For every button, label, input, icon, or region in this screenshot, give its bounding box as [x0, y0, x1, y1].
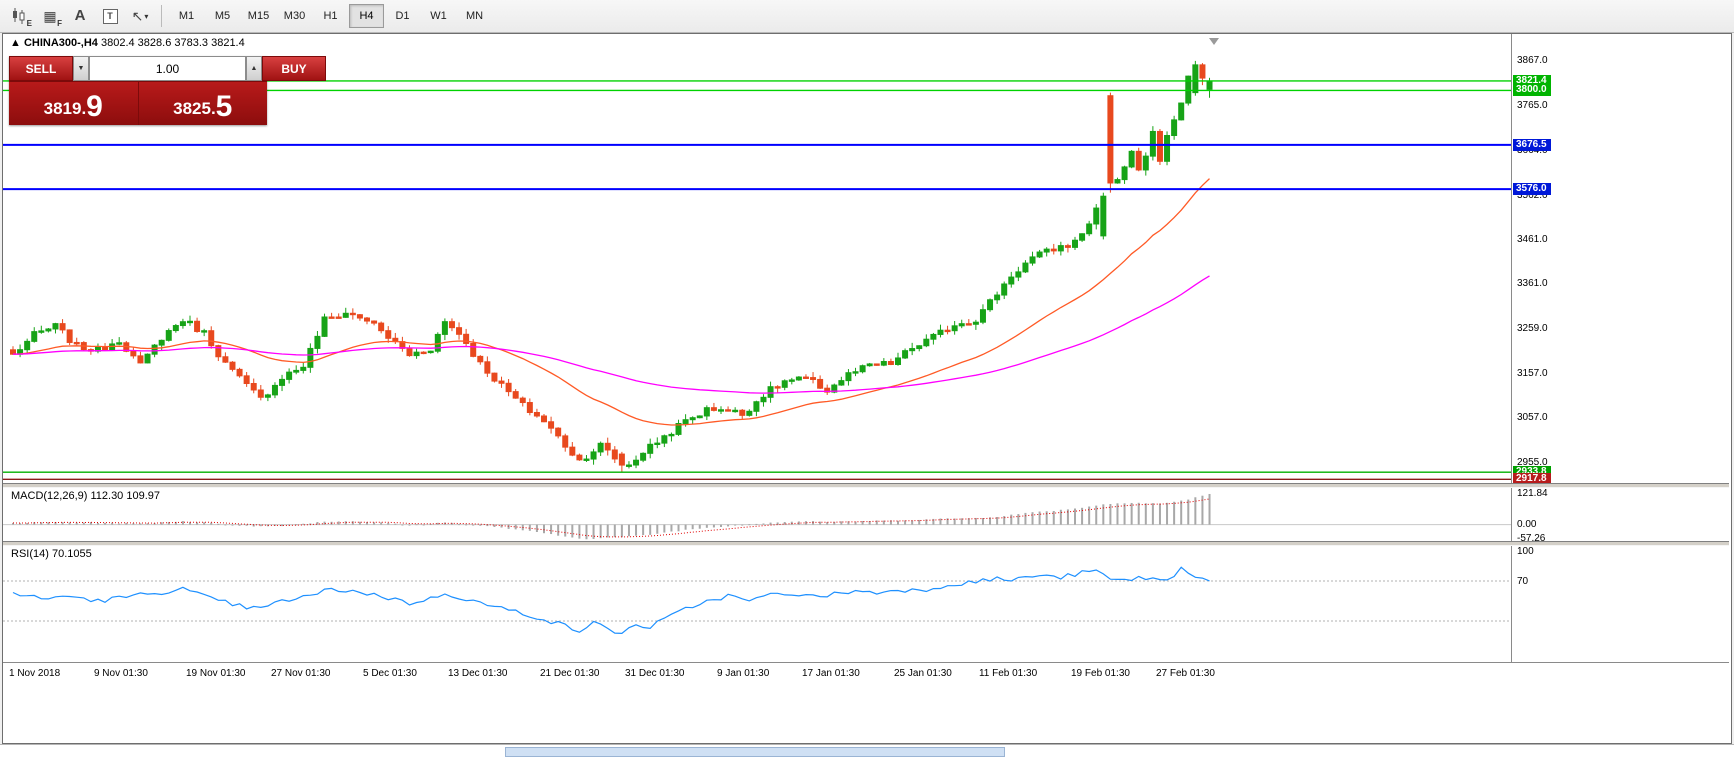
mini-candles-glyph	[13, 8, 25, 24]
chart-plot-area[interactable]	[3, 34, 1511, 662]
rsi-tick: 100	[1517, 545, 1534, 557]
trade-panel-top-row: SELL ▼ ▲ BUY	[9, 56, 326, 81]
chevron-down-icon: ▾	[144, 11, 149, 21]
bid-price-pips: 9	[86, 90, 103, 123]
chart-window: ▲ CHINA300-,H4 3802.4 3828.6 3783.3 3821…	[2, 33, 1732, 744]
time-label: 9 Jan 01:30	[717, 668, 770, 679]
volume-decrease-button[interactable]: ▼	[73, 56, 89, 81]
one-click-trade-panel: SELL ▼ ▲ BUY 3819. 9 3825. 5	[9, 56, 326, 125]
time-label: 5 Dec 01:30	[363, 668, 417, 679]
cursor-glyph: ↖	[131, 8, 144, 24]
price-badge: 2917.8	[1513, 473, 1551, 486]
price-tick: 3157.0	[1517, 368, 1548, 380]
price-tick: 2955.0	[1517, 457, 1548, 469]
trade-panel-price-row: 3819. 9 3825. 5	[9, 81, 267, 125]
timeframe-h4[interactable]: H4	[349, 4, 384, 28]
letter-t-glyph: T	[102, 8, 118, 24]
chart-canvas[interactable]	[3, 34, 1511, 662]
price-badge: 3821.4	[1513, 74, 1551, 87]
timeframe-h1[interactable]: H1	[323, 10, 338, 22]
symbol-period-label: CHINA300-,H4	[23, 37, 98, 49]
time-label: 1 Nov 2018	[9, 668, 61, 679]
macd-tick: -57.26	[1517, 533, 1546, 545]
price-axis[interactable]: 3867.03765.03664.03562.03461.03361.03259…	[1511, 34, 1574, 662]
timeframe-w1[interactable]: W1	[430, 10, 447, 22]
macd-tick: 0.00	[1517, 519, 1537, 531]
panel-divider-rsi[interactable]	[3, 541, 1729, 546]
time-label: 25 Jan 01:30	[894, 668, 952, 679]
sell-button[interactable]: SELL	[9, 56, 73, 81]
time-label: 17 Jan 01:30	[801, 668, 860, 679]
time-axis[interactable]: 1 Nov 2018 9 Nov 01:30 19 Nov 01:30 27 Nov …	[3, 662, 1729, 687]
volume-increase-button[interactable]: ▲	[246, 56, 262, 81]
timeframe-mn[interactable]: MN	[465, 10, 484, 22]
timeframe-m30[interactable]: M30	[283, 10, 306, 22]
expert-letter: E	[26, 19, 32, 28]
time-label: 31 Dec 01:30	[624, 668, 685, 679]
ask-price-main: 3825.	[173, 99, 216, 118]
macd-tick: 121.84	[1517, 488, 1548, 500]
price-tick: 3259.0	[1517, 323, 1548, 335]
bid-price-main: 3819.	[43, 99, 87, 118]
chart-header: ▲ CHINA300-,H4 3802.4 3828.6 3783.3 3821…	[10, 37, 245, 49]
timeframe-bar: M1 M5 M15 M30 H1 H4 D1 W1 MN	[169, 4, 493, 28]
price-tick: 3361.0	[1517, 278, 1548, 290]
time-label: 11 Feb 01:30	[978, 668, 1038, 679]
time-label: 19 Feb 01:30	[1071, 668, 1130, 679]
grid-glyph: ▦	[43, 8, 57, 24]
chart-shift-marker[interactable]	[1209, 38, 1219, 45]
timeframe-d1[interactable]: D1	[395, 10, 410, 22]
price-badge: 3676.5	[1513, 138, 1551, 151]
timeframe-m5[interactable]: M5	[214, 10, 231, 22]
time-label: 9 Nov 01:30	[93, 668, 148, 679]
drawing-tools-icon[interactable]: ↖ ▾	[126, 3, 154, 29]
template-letter: F	[57, 19, 62, 28]
price-badge: 3800.0	[1513, 84, 1551, 97]
price-tick: 3461.0	[1517, 234, 1548, 246]
text-box-icon[interactable]: T	[96, 3, 124, 29]
time-label: 27 Feb 01:30	[1155, 668, 1215, 679]
price-tick: 3057.0	[1517, 412, 1548, 424]
price-badge: 3576.0	[1513, 183, 1551, 196]
rsi-label: RSI(14) 70.1055	[11, 548, 92, 560]
volume-input[interactable]	[89, 56, 246, 81]
panel-divider-macd[interactable]	[3, 483, 1729, 488]
toolbar: E ▦ F A T ↖ ▾ M1 M5 M15 M30 H1 H4 D1 W1 MN	[0, 0, 1734, 33]
time-label: 19 Nov 01:30	[186, 668, 246, 679]
toolbar-separator	[161, 5, 162, 27]
timeframe-m1[interactable]: M1	[178, 10, 195, 22]
timeframe-m15[interactable]: M15	[247, 10, 270, 22]
macd-label: MACD(12,26,9) 112.30 109.97	[11, 490, 160, 502]
price-tick: 3867.0	[1517, 55, 1548, 67]
ask-price-tile[interactable]: 3825. 5	[137, 82, 267, 125]
grid-template-icon[interactable]: ▦ F	[36, 3, 64, 29]
rsi-tick: 70	[1517, 575, 1529, 587]
time-label: 13 Dec 01:30	[447, 668, 508, 679]
letter-a-glyph: A	[74, 7, 86, 24]
time-label: 21 Dec 01:30	[540, 668, 600, 679]
buy-button[interactable]: BUY	[262, 56, 326, 81]
time-label: 27 Nov 01:30	[270, 668, 331, 679]
symbol-marker-icon: ▲	[10, 37, 21, 49]
text-annotation-icon[interactable]: A	[66, 3, 94, 29]
bottom-strip	[0, 744, 1734, 759]
chart-expert-icon[interactable]: E	[6, 3, 34, 29]
ohlc-readout: 3802.4 3828.6 3783.3 3821.4	[100, 37, 245, 49]
bottom-window-fragment	[505, 747, 1005, 757]
ask-price-pips: 5	[215, 90, 233, 123]
price-tick: 3562.0	[1517, 189, 1548, 201]
bid-price-tile[interactable]: 3819. 9	[9, 82, 138, 125]
price-tick: 3765.0	[1517, 100, 1548, 112]
